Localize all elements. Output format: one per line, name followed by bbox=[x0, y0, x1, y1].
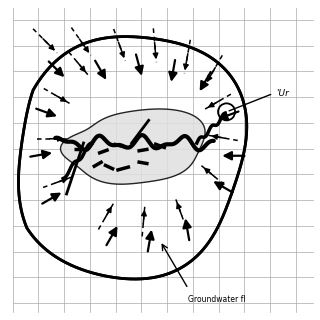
Polygon shape bbox=[60, 109, 205, 184]
Text: 'Ur: 'Ur bbox=[276, 89, 289, 98]
Text: Groundwater fl: Groundwater fl bbox=[188, 294, 246, 303]
